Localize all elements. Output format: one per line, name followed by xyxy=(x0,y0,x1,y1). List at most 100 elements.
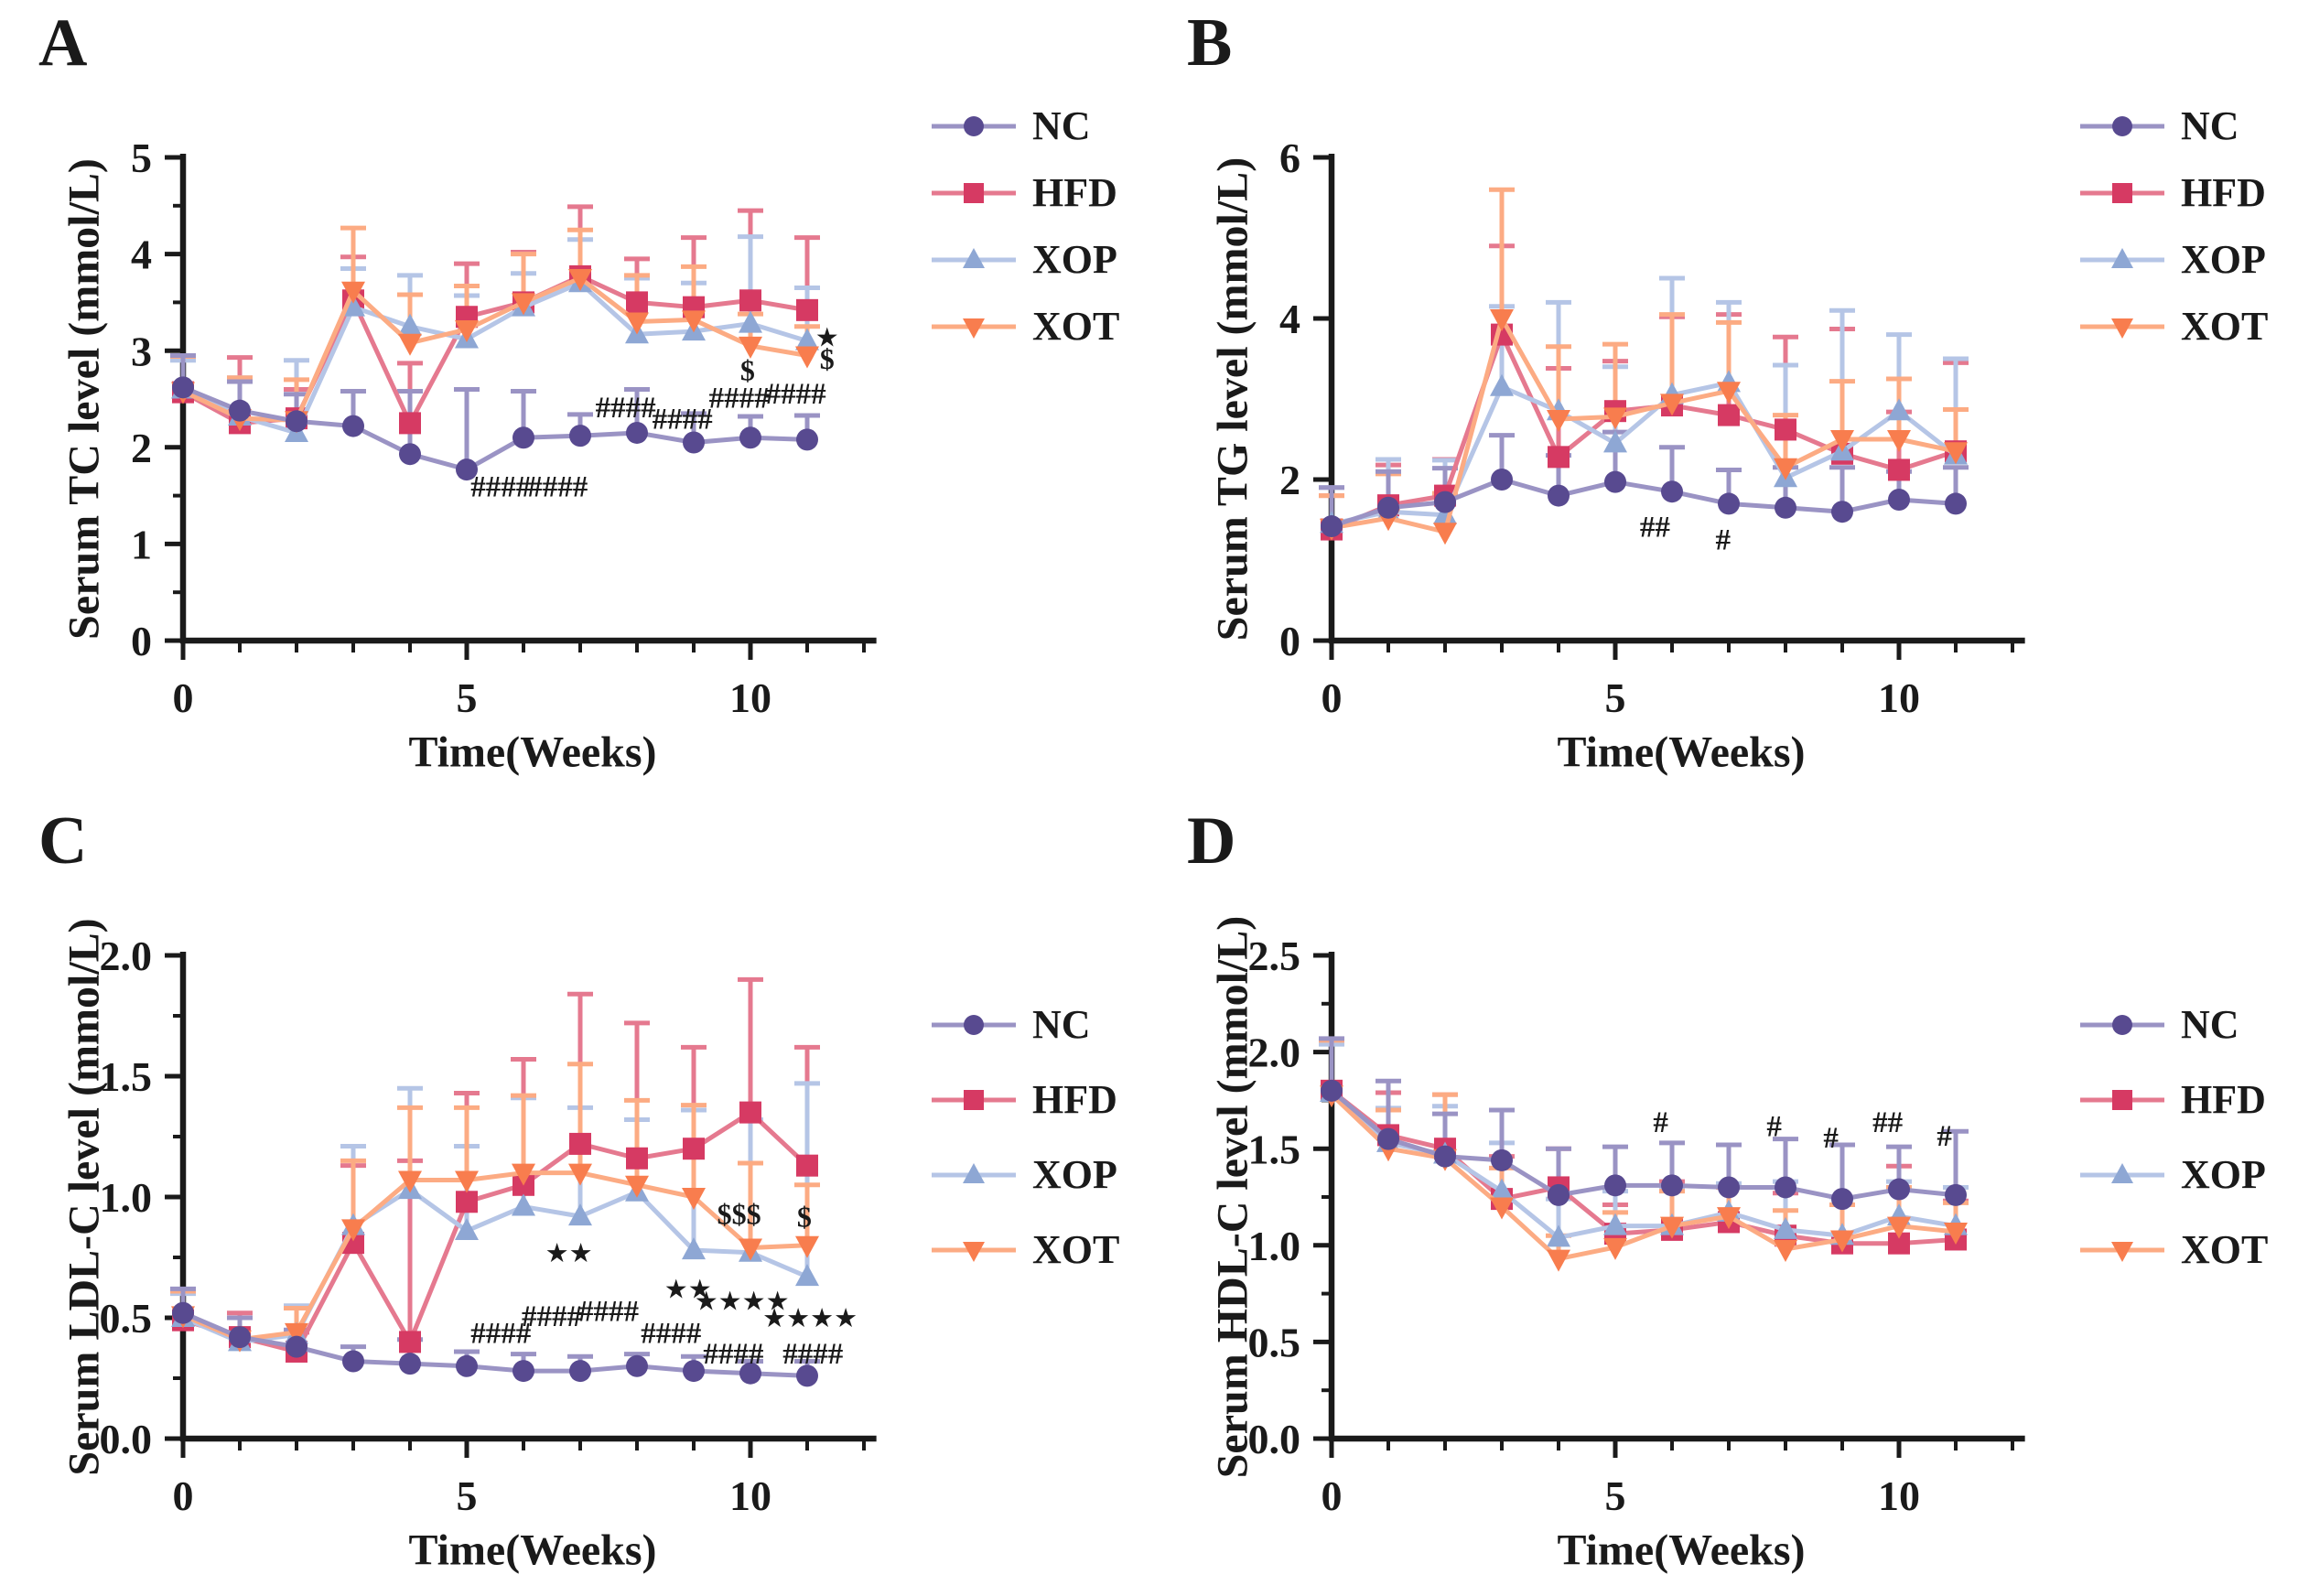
annotations: # # # ## # xyxy=(1653,1106,1952,1155)
legend-label-nc: NC xyxy=(1032,1002,1091,1047)
legend-label-xop: XOP xyxy=(1032,1152,1117,1197)
chart-text: 6 xyxy=(1279,135,1300,181)
chart-text: 1 xyxy=(131,522,152,568)
panel-c-legend: NC HFD XOP XOT xyxy=(932,1001,1119,1273)
chart-text: #### xyxy=(653,404,714,437)
chart-text: 0 xyxy=(173,674,194,721)
circle-icon xyxy=(932,115,1016,136)
error-bars xyxy=(170,204,820,470)
series-NC xyxy=(172,1301,818,1387)
annotations: ########################$★$ xyxy=(470,322,839,504)
panel-d-x-axis-label: Time(Weeks) xyxy=(1557,1526,1806,1575)
legend-label-nc: NC xyxy=(1032,103,1091,148)
chart-text: #### xyxy=(470,471,532,504)
circle-icon xyxy=(932,1014,1016,1035)
chart-text: #### xyxy=(766,378,827,411)
series-XOP xyxy=(1320,370,1968,534)
chart-text: 10 xyxy=(729,674,771,721)
legend-label-xop: XOP xyxy=(1032,237,1117,282)
chart-text: 5 xyxy=(457,1472,478,1519)
chart-text: 2.0 xyxy=(100,933,153,979)
legend-item-xop: XOP xyxy=(932,236,1119,283)
legend-item-xot: XOT xyxy=(932,303,1119,350)
panel-a: A Serum TC level (mmol/L) 0 1 2 3 4 5 0 5 10 ####… xyxy=(0,0,1149,798)
square-icon xyxy=(2080,1089,2164,1110)
panel-c-chart: 0.00.51.01.52.00 5 10#################### #… xyxy=(100,933,877,1519)
legend-item-nc: NC xyxy=(932,102,1119,149)
chart-text: 10 xyxy=(729,1472,771,1519)
chart-text: 2 xyxy=(1279,457,1300,503)
chart-text: 0 xyxy=(1279,618,1300,664)
chart-text: 5 xyxy=(1605,1472,1626,1519)
chart-text: 5 xyxy=(131,135,152,181)
triangle-up-icon xyxy=(2080,1162,2164,1183)
chart-text: #### xyxy=(782,1338,844,1371)
chart-text: 3 xyxy=(131,328,152,374)
triangle-down-icon xyxy=(932,318,1016,339)
triangle-up-icon xyxy=(932,1162,1016,1183)
chart-text: #### xyxy=(596,392,657,425)
legend-label-hfd: HFD xyxy=(1032,170,1117,215)
chart-text: # xyxy=(1937,1120,1952,1153)
chart-text: ★★ xyxy=(545,1237,593,1268)
chart-text: #### xyxy=(522,1300,583,1333)
chart-text: ★★ xyxy=(664,1273,712,1304)
panel-d-letter: D xyxy=(1187,803,1236,879)
chart-text: 10 xyxy=(1878,1472,1920,1519)
square-icon xyxy=(932,182,1016,203)
chart-text: $ xyxy=(797,1200,812,1233)
panel-b-x-axis-label: Time(Weeks) xyxy=(1557,728,1806,777)
chart-text: 2.5 xyxy=(1248,933,1301,979)
chart-text: $ xyxy=(820,342,835,375)
legend-item-xop: XOP xyxy=(2080,236,2268,283)
axes xyxy=(165,952,877,1458)
chart-text: 1.5 xyxy=(1248,1126,1301,1172)
legend-label-hfd: HFD xyxy=(2181,1077,2266,1122)
chart-text: ## xyxy=(1872,1106,1904,1139)
tick-labels: 0.0 0.5 1.0 1.5 2.0 0 5 10 xyxy=(100,933,772,1519)
legend-item-nc: NC xyxy=(2080,102,2268,149)
error-bars xyxy=(1319,187,1969,533)
annotations: ## # xyxy=(1640,512,1732,557)
panel-a-letter: A xyxy=(38,5,88,81)
legend-label-xot: XOT xyxy=(2181,304,2269,349)
panel-b: B Serum TG level (mmol/L) 0 2 4 6 0 5 10 ## # Ti… xyxy=(1149,0,2298,798)
chart-text: 0 xyxy=(173,1472,194,1519)
legend-label-xop: XOP xyxy=(2181,1152,2266,1197)
legend-item-xot: XOT xyxy=(932,1226,1119,1273)
axes xyxy=(165,154,877,660)
legend-item-xot: XOT xyxy=(2080,303,2268,350)
panel-c-x-axis-label: Time(Weeks) xyxy=(408,1526,657,1575)
triangle-up-icon xyxy=(932,247,1016,268)
circle-icon xyxy=(2080,115,2164,136)
series-XOT xyxy=(1320,309,1968,545)
chart-text: # xyxy=(1653,1106,1668,1139)
chart-text: 0 xyxy=(1322,674,1343,721)
annotations: #################### ####★★★★★★★★★★★★$$$ $ xyxy=(470,1198,858,1371)
legend-label-xot: XOT xyxy=(1032,1227,1120,1272)
legend-label-hfd: HFD xyxy=(1032,1077,1117,1122)
chart-text: 0 xyxy=(1322,1472,1343,1519)
legend-item-hfd: HFD xyxy=(2080,169,2268,216)
legend-label-xot: XOT xyxy=(1032,304,1120,349)
legend-label-xop: XOP xyxy=(2181,237,2266,282)
chart-text: #### xyxy=(578,1296,640,1329)
legend-label-xot: XOT xyxy=(2181,1227,2269,1272)
chart-text: 2.0 xyxy=(1248,1030,1301,1076)
chart-text: # xyxy=(1716,524,1732,557)
legend-label-nc: NC xyxy=(2181,1002,2239,1047)
chart-text: 5 xyxy=(457,674,478,721)
chart-text: 10 xyxy=(1878,674,1920,721)
legend-item-hfd: HFD xyxy=(932,169,1119,216)
panel-a-x-axis-label: Time(Weeks) xyxy=(408,728,657,777)
series-XOP xyxy=(1320,1079,1968,1247)
legend-label-nc: NC xyxy=(2181,103,2239,148)
series-NC xyxy=(1321,1079,1967,1211)
panel-d: D Serum HDL-C level (mmol/L) 0.0 0.5 1.0 1.… xyxy=(1149,798,2298,1596)
legend-item-xot: XOT xyxy=(2080,1226,2268,1273)
chart-text: 1.0 xyxy=(1248,1223,1301,1269)
chart-text: 5 xyxy=(1605,674,1626,721)
chart-text: 0.0 xyxy=(100,1416,153,1462)
